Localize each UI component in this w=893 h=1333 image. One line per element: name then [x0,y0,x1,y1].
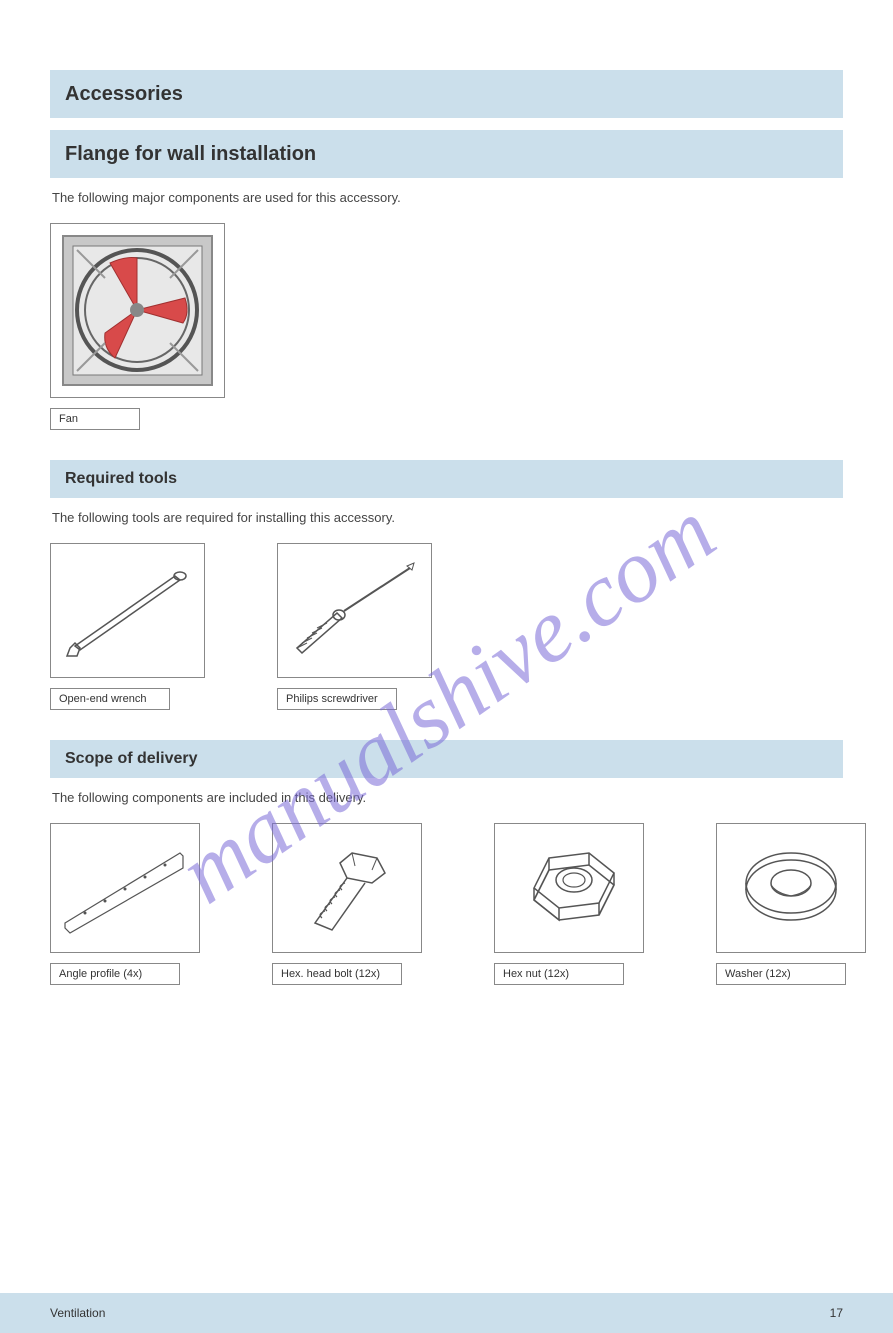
screwdriver-item: Philips screwdriver [277,543,432,710]
washer-item: Washer (12x) [716,823,866,985]
main-heading: Accessories [65,83,183,106]
section-3-bar: Scope of delivery [50,740,843,778]
hex-nut-image [494,823,644,953]
section-3-title: Scope of delivery [65,750,198,768]
section-2-bar: Required tools [50,460,843,498]
screwdriver-icon [282,548,427,673]
angle-profile-item: Angle profile (4x) [50,823,200,985]
fan-item: Fan [50,223,225,430]
tools-row: Open-end wrench Philips screwdriver [50,543,843,710]
hex-nut-label: Hex nut (12x) [494,963,624,985]
section-1-title: Flange for wall installation [65,143,316,166]
wrench-item: Open-end wrench [50,543,205,710]
fan-image [50,223,225,398]
hex-bolt-label: Hex. head bolt (12x) [272,963,402,985]
washer-label: Washer (12x) [716,963,846,985]
screwdriver-image [277,543,432,678]
page-footer: Ventilation 17 [0,1293,893,1333]
page-content: Accessories Flange for wall installation… [0,70,893,985]
section-1-bar: Flange for wall installation [50,130,843,178]
fan-icon [55,228,220,393]
main-heading-bar: Accessories [50,70,843,118]
bolt-icon [277,828,417,948]
angle-profile-label: Angle profile (4x) [50,963,180,985]
wrench-image [50,543,205,678]
hex-bolt-image [272,823,422,953]
section-1-desc: The following major components are used … [52,190,843,205]
wrench-icon [55,548,200,673]
section-2-desc: The following tools are required for ins… [52,510,843,525]
section-3-desc: The following components are included in… [52,790,843,805]
section-2-title: Required tools [65,470,177,488]
washer-image [716,823,866,953]
nut-icon [499,828,639,948]
fan-label: Fan [50,408,140,430]
wrench-label: Open-end wrench [50,688,170,710]
hex-bolt-item: Hex. head bolt (12x) [272,823,422,985]
angle-profile-image [50,823,200,953]
angle-profile-icon [55,828,195,948]
footer-right: 17 [830,1306,843,1320]
screwdriver-label: Philips screwdriver [277,688,397,710]
parts-row: Angle profile (4x) Hex. head bolt (12x) [50,823,843,985]
footer-left: Ventilation [50,1306,105,1320]
hex-nut-item: Hex nut (12x) [494,823,644,985]
washer-icon [721,828,861,948]
